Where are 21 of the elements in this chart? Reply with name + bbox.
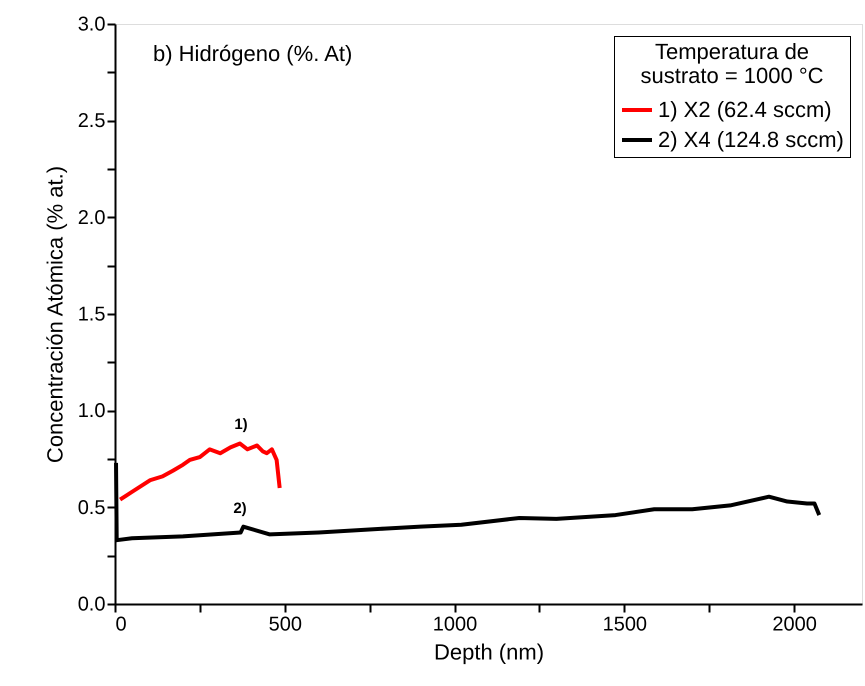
y-axis-title: Concentración Atómica (% at.)	[42, 166, 68, 464]
y-tick-label: 2.0	[78, 206, 106, 229]
y-tick-label: 0.0	[78, 594, 106, 616]
annotation: 1)	[234, 416, 248, 433]
y-tick-label: 0.5	[78, 496, 106, 519]
text: Temperatura de	[654, 39, 810, 64]
text: sustrato = 1000 °C	[640, 63, 824, 88]
y-tick-label: 1.0	[78, 400, 106, 422]
y-tick-label: 3.0	[78, 14, 106, 36]
y-tick-label: 2.5	[78, 110, 106, 132]
x-tick-label: 500	[268, 614, 302, 636]
legend-label: 1) X2 (62.4 sccm)	[658, 97, 832, 122]
x-tick-label: 2000	[772, 614, 817, 636]
x-tick-label: 1500	[602, 614, 648, 636]
text: b) Hidrógeno (%. At)	[153, 41, 352, 66]
x-tick-label: 0	[116, 614, 127, 636]
legend-label: 2) X4 (124.8 sccm)	[658, 127, 844, 152]
x-axis-title: Depth (nm)	[434, 640, 544, 664]
annotation: 2)	[233, 500, 247, 517]
x-tick-label: 1000	[432, 614, 478, 636]
y-tick-label: 1.5	[78, 304, 106, 326]
